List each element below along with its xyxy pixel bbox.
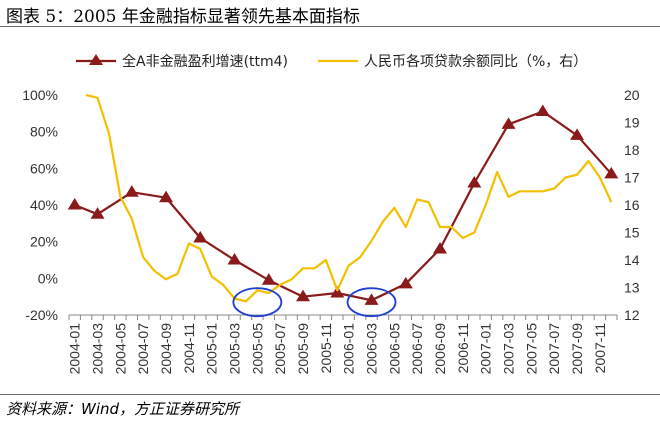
y-right-tick-label: 15	[624, 225, 640, 241]
x-tick-label: 2007-11	[592, 323, 608, 374]
x-tick-label: 2004-05	[112, 323, 128, 375]
earnings-growth-marker	[261, 273, 276, 285]
legend-earnings-label: 全A非金融盈利增速(ttm4)	[122, 53, 288, 70]
legend-loan-label: 人民币各项贷款余额同比（%，右）	[364, 53, 587, 70]
x-tick-label: 2006-07	[409, 323, 425, 375]
y-right-tick-label: 19	[624, 115, 640, 131]
y-right-tick-label: 12	[624, 307, 640, 323]
earnings-growth-marker	[570, 128, 585, 140]
x-tick-label: 2004-09	[158, 323, 174, 375]
legend-earnings-marker	[89, 54, 103, 65]
annotation-circle	[346, 287, 397, 318]
x-tick-label: 2005-07	[272, 323, 288, 375]
earnings-growth-marker	[330, 286, 345, 298]
y-left-tick-label: 40%	[30, 197, 58, 213]
title-rule	[0, 26, 660, 27]
x-tick-label: 2007-03	[501, 323, 517, 375]
x-tick-label: 2005-11	[318, 323, 334, 374]
y-right-tick-label: 13	[624, 280, 640, 296]
y-left-tick-label: -20%	[25, 307, 58, 323]
y-right-tick-label: 18	[624, 142, 640, 158]
y-right-tick-label: 14	[624, 252, 640, 268]
earnings-growth-marker	[124, 185, 139, 197]
annotation-circle	[232, 287, 283, 318]
y-left-tick-label: 0%	[38, 270, 58, 286]
x-tick-label: 2006-09	[432, 323, 448, 375]
earnings-growth-marker	[159, 190, 174, 203]
x-tick-label: 2007-01	[478, 323, 494, 375]
x-tick-label: 2005-05	[249, 323, 265, 375]
y-left-tick-label: 60%	[30, 160, 58, 176]
loan-growth-line	[85, 93, 613, 303]
y-right-tick-label: 20	[624, 87, 640, 103]
earnings-growth-marker	[296, 289, 311, 302]
y-right-tick-label: 16	[624, 197, 640, 213]
y-left-tick-label: 80%	[30, 124, 58, 140]
earnings-growth-marker	[535, 104, 550, 117]
earnings-growth-marker	[501, 117, 516, 129]
x-tick-label: 2007-09	[569, 323, 585, 375]
x-tick-label: 2004-07	[135, 323, 151, 375]
earnings-growth-marker	[227, 253, 242, 265]
earnings-growth-marker	[67, 198, 82, 210]
chart: 100% 80% 60% 40% 20% 0% -20% 20 19 18 17 16 15 14 13 12…	[22, 53, 640, 375]
x-tick-label: 2006-01	[341, 323, 357, 375]
earnings-growth-marker	[604, 166, 619, 179]
earnings-growth-marker	[467, 176, 482, 188]
x-tick-label: 2007-07	[546, 323, 562, 375]
x-tick-label: 2007-05	[523, 323, 539, 375]
earnings-growth-marker	[398, 276, 413, 289]
earnings-growth-marker	[193, 231, 208, 243]
page-title: 图表 5：2005 年金融指标显著领先基本面指标	[6, 7, 360, 27]
earnings-growth-marker	[433, 242, 448, 254]
x-tick-label: 2006-03	[364, 323, 380, 375]
x-tick-label: 2005-03	[227, 323, 243, 375]
x-tick-label: 2006-11	[455, 323, 471, 374]
x-tick-label: 2004-03	[90, 323, 106, 375]
source-note: 资料来源：Wind，方正证券研究所	[6, 400, 240, 418]
x-tick-label: 2004-01	[67, 323, 83, 375]
earnings-growth-marker	[90, 207, 105, 219]
y-left-tick-label: 100%	[22, 87, 58, 103]
earnings-growth-marker	[364, 293, 379, 305]
source-rule	[0, 394, 660, 395]
x-tick-label: 2005-09	[295, 323, 311, 375]
x-tick-label: 2005-01	[204, 323, 220, 375]
x-tick-label: 2006-05	[386, 323, 402, 375]
y-left-tick-label: 20%	[30, 234, 58, 250]
x-tick-label: 2004-11	[181, 323, 197, 374]
y-right-tick-label: 17	[624, 170, 640, 186]
